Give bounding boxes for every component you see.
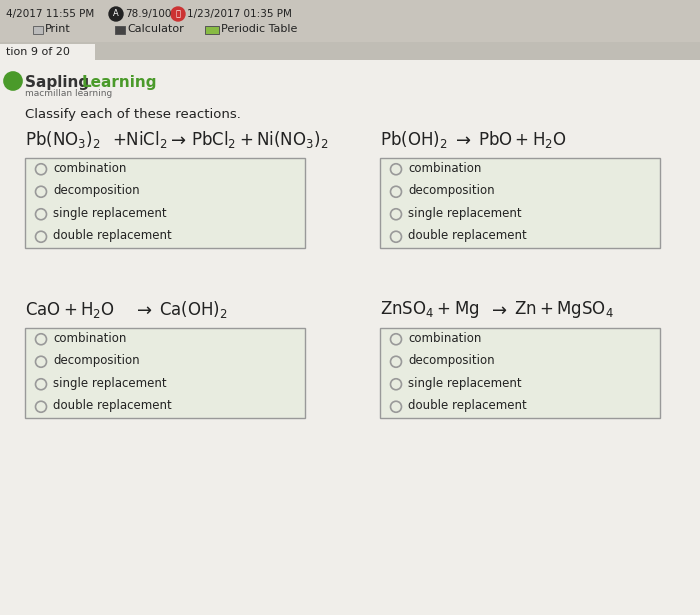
Text: $\mathrm{Ca(OH)_2}$: $\mathrm{Ca(OH)_2}$	[159, 300, 228, 320]
Text: $\mathrm{ZnSO_4 + Mg}$: $\mathrm{ZnSO_4 + Mg}$	[380, 300, 480, 320]
Bar	[380, 328, 660, 418]
Bar	[380, 158, 660, 248]
Text: decomposition: decomposition	[408, 184, 495, 197]
Text: combination: combination	[53, 162, 127, 175]
Bar	[25, 158, 305, 248]
Text: $\rightarrow$: $\rightarrow$	[133, 301, 153, 319]
Text: single replacement: single replacement	[408, 377, 522, 390]
Circle shape	[171, 7, 185, 21]
Circle shape	[4, 72, 22, 90]
Text: decomposition: decomposition	[53, 184, 139, 197]
Text: double replacement: double replacement	[408, 399, 526, 412]
Text: A: A	[113, 9, 119, 18]
Text: $\mathrm{PbCl_2 + Ni(NO_3)_2}$: $\mathrm{PbCl_2 + Ni(NO_3)_2}$	[191, 130, 328, 151]
Text: $\mathrm{+ NiCl_2}$: $\mathrm{+ NiCl_2}$	[112, 130, 167, 151]
Text: Print: Print	[45, 24, 71, 34]
Text: $\mathrm{Pb(NO_3)_2}$: $\mathrm{Pb(NO_3)_2}$	[25, 130, 101, 151]
Bar	[33, 26, 43, 34]
Bar	[0, 0, 700, 42]
Text: $\mathrm{CaO + H_2O}$: $\mathrm{CaO + H_2O}$	[25, 300, 115, 320]
Bar	[205, 26, 219, 34]
Text: double replacement: double replacement	[53, 399, 171, 412]
Text: combination: combination	[408, 331, 482, 345]
Text: $\rightarrow$: $\rightarrow$	[452, 131, 472, 149]
Text: single replacement: single replacement	[408, 207, 522, 220]
Text: $\rightarrow$: $\rightarrow$	[488, 301, 508, 319]
Text: single replacement: single replacement	[53, 207, 167, 220]
Bar	[0, 44, 95, 62]
Text: $\mathrm{PbO + H_2O}$: $\mathrm{PbO + H_2O}$	[478, 130, 567, 151]
Text: combination: combination	[408, 162, 482, 175]
Text: Calculator: Calculator	[127, 24, 183, 34]
Text: ⏱: ⏱	[176, 9, 181, 18]
Text: Sapling: Sapling	[25, 75, 94, 90]
Text: macmillan learning: macmillan learning	[25, 89, 112, 98]
Bar	[0, 42, 700, 60]
Text: combination: combination	[53, 331, 127, 345]
Text: $\rightarrow$: $\rightarrow$	[167, 131, 187, 149]
Bar	[115, 26, 125, 34]
Text: Learning: Learning	[82, 75, 158, 90]
Bar	[25, 328, 305, 418]
Text: tion 9 of 20: tion 9 of 20	[6, 47, 70, 57]
Text: 78.9/100: 78.9/100	[125, 9, 172, 19]
Text: double replacement: double replacement	[53, 229, 171, 242]
Text: decomposition: decomposition	[53, 354, 139, 367]
Text: Periodic Table: Periodic Table	[221, 24, 298, 34]
Text: double replacement: double replacement	[408, 229, 526, 242]
Text: $\mathrm{Zn + MgSO_4}$: $\mathrm{Zn + MgSO_4}$	[514, 300, 614, 320]
Circle shape	[109, 7, 123, 21]
Text: single replacement: single replacement	[53, 377, 167, 390]
Text: Classify each of these reactions.: Classify each of these reactions.	[25, 108, 241, 121]
Text: 4/2017 11:55 PM: 4/2017 11:55 PM	[6, 9, 94, 19]
Text: 1/23/2017 01:35 PM: 1/23/2017 01:35 PM	[187, 9, 292, 19]
Text: $\mathrm{Pb(OH)_2}$: $\mathrm{Pb(OH)_2}$	[380, 130, 447, 151]
Text: decomposition: decomposition	[408, 354, 495, 367]
